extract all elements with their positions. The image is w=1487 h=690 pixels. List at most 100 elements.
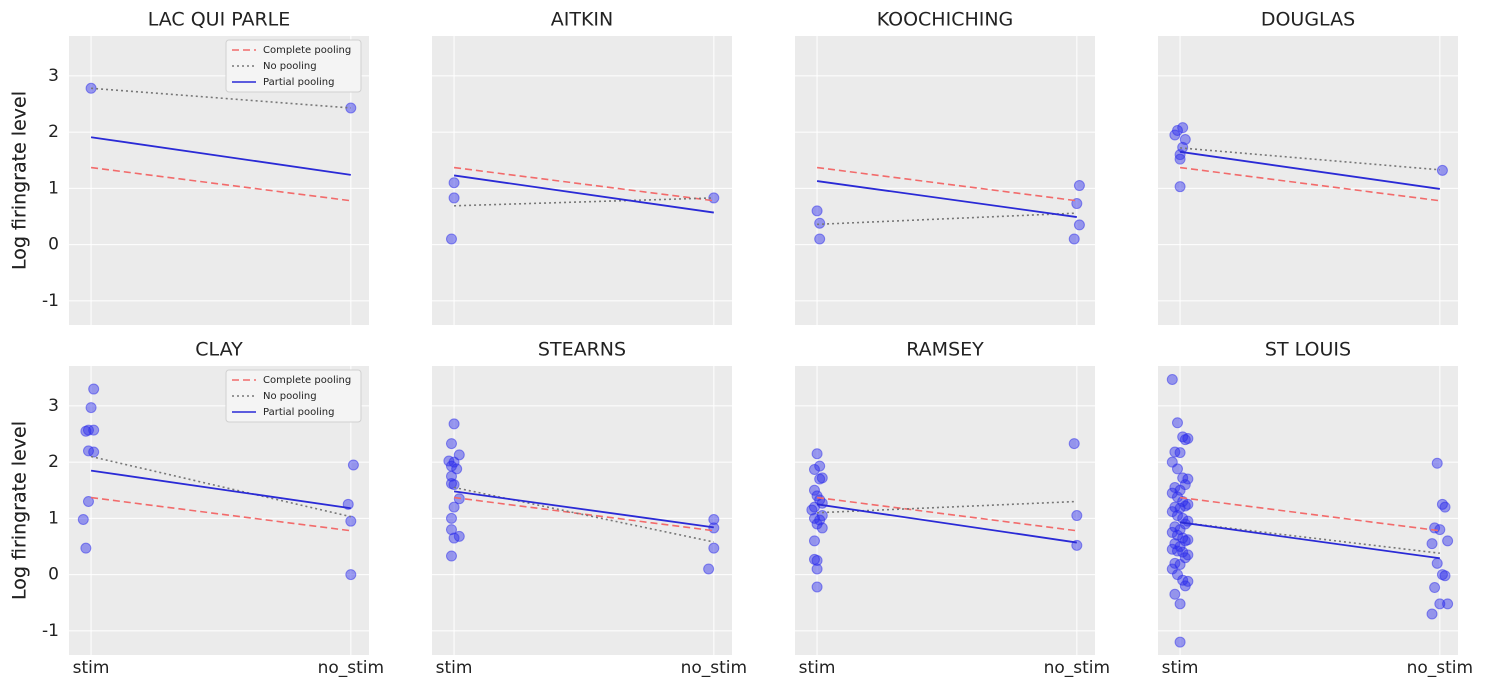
y-tick-label: 0 — [48, 235, 59, 255]
legend-label: Complete pooling — [263, 45, 351, 56]
data-point — [445, 233, 457, 245]
panel-title: LAC QUI PARLE — [148, 9, 291, 31]
data-point — [1182, 473, 1194, 485]
data-point — [814, 233, 826, 245]
data-point — [1174, 153, 1186, 165]
data-point — [448, 177, 460, 189]
data-point — [811, 581, 823, 593]
data-point — [806, 504, 818, 516]
data-point — [1177, 546, 1189, 558]
x-tick-label: stim — [799, 658, 836, 678]
panel-title: DOUGLAS — [1261, 9, 1355, 31]
data-point — [814, 473, 826, 485]
plot-background — [432, 36, 732, 325]
data-point — [347, 459, 359, 471]
data-point — [1431, 457, 1443, 469]
plot-background — [432, 366, 732, 655]
y-axis-label: Log firingrate level — [9, 91, 31, 270]
data-point — [1073, 219, 1085, 231]
data-point — [1174, 636, 1186, 648]
data-point — [1174, 598, 1186, 610]
data-point — [1434, 598, 1446, 610]
data-point — [1071, 510, 1083, 522]
data-point — [816, 522, 828, 534]
legend-label: Partial pooling — [263, 77, 334, 88]
data-point — [1174, 447, 1186, 459]
plot-background — [1158, 366, 1458, 655]
line-dotted — [1179, 521, 1440, 555]
legend-box — [225, 369, 362, 423]
data-point — [1068, 438, 1080, 450]
line-solid — [816, 503, 1077, 544]
x-tick-label: stim — [436, 658, 473, 678]
y-tick-label: -1 — [42, 621, 59, 641]
data-point — [80, 542, 92, 554]
data-point — [1436, 164, 1448, 176]
data-point — [1171, 417, 1183, 429]
data-point — [85, 402, 97, 414]
data-point — [1068, 233, 1080, 245]
line-dotted — [817, 212, 1077, 226]
data-point — [1179, 434, 1191, 446]
x-tick-label: stim — [1162, 658, 1199, 678]
data-point — [445, 438, 457, 450]
data-point — [811, 555, 823, 567]
data-point — [811, 205, 823, 217]
x-tick-label: no_stim — [318, 658, 384, 678]
data-point — [1442, 598, 1454, 610]
data-point — [703, 563, 715, 575]
data-point — [1169, 129, 1181, 141]
y-tick-label: 1 — [48, 508, 59, 528]
x-tick-label: no_stim — [681, 658, 747, 678]
line-solid — [1179, 150, 1440, 190]
data-point — [708, 542, 720, 554]
y-tick-label: 2 — [48, 452, 59, 472]
line-dotted — [1180, 147, 1440, 171]
data-point — [448, 479, 460, 491]
data-point — [445, 512, 457, 524]
y-axis-label: Log firingrate level — [9, 91, 31, 270]
legend-label: Partial pooling — [263, 407, 334, 418]
legend-label: Complete pooling — [263, 375, 351, 386]
data-point — [1442, 535, 1454, 547]
data-point — [345, 515, 357, 527]
y-tick-label: 3 — [48, 66, 59, 86]
x-tick-label: no_stim — [1407, 658, 1473, 678]
data-point — [1169, 588, 1181, 600]
data-point — [445, 524, 457, 536]
data-point — [1426, 538, 1438, 550]
y-tick-label: 3 — [48, 396, 59, 416]
y-axis-label: Log firingrate level — [9, 421, 31, 600]
data-point — [453, 449, 465, 461]
data-point — [345, 569, 357, 581]
data-point — [811, 563, 823, 575]
line-dotted — [91, 87, 351, 109]
data-point — [445, 550, 457, 562]
data-point — [1171, 510, 1183, 522]
data-point — [1166, 373, 1178, 385]
data-point — [1426, 608, 1438, 620]
data-point — [1174, 181, 1186, 193]
data-point — [1439, 501, 1451, 513]
line-solid — [453, 490, 714, 529]
data-point — [808, 463, 820, 475]
y-tick-label: 2 — [48, 122, 59, 142]
legend-box — [225, 39, 362, 93]
data-point — [1169, 521, 1181, 533]
panel-title: AITKIN — [551, 9, 613, 31]
line-dotted — [454, 197, 714, 207]
data-point — [88, 383, 100, 395]
line-solid — [90, 469, 351, 510]
data-point — [1073, 180, 1085, 192]
data-point — [708, 522, 720, 534]
line-solid — [1179, 521, 1440, 560]
data-point — [1431, 557, 1443, 569]
data-point — [814, 217, 826, 229]
panel-title: RAMSEY — [906, 339, 984, 361]
data-point — [1171, 463, 1183, 475]
data-point — [808, 484, 820, 496]
y-axis-label: Log firingrate level — [9, 421, 31, 600]
data-point — [448, 501, 460, 513]
panel-title: KOOCHICHING — [877, 9, 1014, 31]
line-dotted — [817, 500, 1077, 514]
